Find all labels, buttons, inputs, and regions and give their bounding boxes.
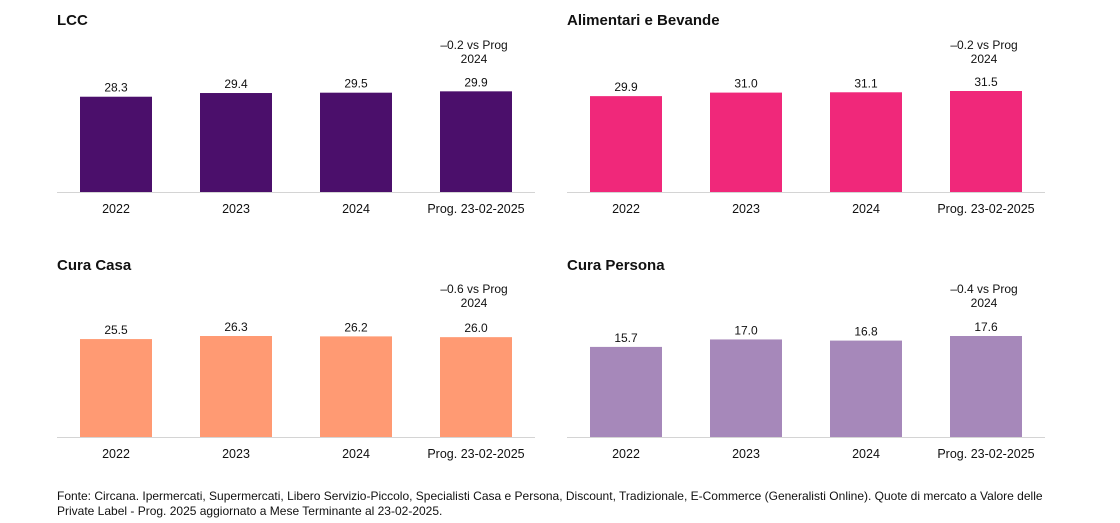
x-tick-label: Prog. 23-02-2025: [937, 202, 1034, 216]
annotation-line-1: –0.2 vs Prog: [440, 38, 508, 52]
bar: [200, 93, 272, 192]
bar: [440, 91, 512, 192]
data-label: 29.9: [464, 75, 488, 89]
data-label: 31.1: [854, 76, 878, 90]
annotation: –0.2 vs Prog 2024: [929, 38, 1039, 66]
chart-svg: 28.3 2022 29.4 2023 29.5 2024 29.9 Prog. 23-02-…: [57, 75, 535, 216]
bar: [80, 96, 152, 192]
x-tick-label: Prog. 23-02-2025: [937, 447, 1034, 461]
annotation-line-1: –0.6 vs Prog: [440, 282, 508, 296]
annotation: –0.4 vs Prog 2024: [929, 282, 1039, 310]
x-tick-label: 2022: [612, 447, 640, 461]
bar: [590, 96, 662, 192]
x-tick-label: 2024: [852, 447, 880, 461]
x-tick-label: 2022: [102, 447, 130, 461]
x-tick-label: 2024: [342, 202, 370, 216]
x-tick-label: 2022: [612, 202, 640, 216]
x-tick-label: 2024: [852, 202, 880, 216]
chart-title: LCC: [57, 12, 88, 29]
chart-panel-lcc: LCC 28.3 2022 29.4 2023 29.5 2024 29.9 Prog. 23…: [57, 12, 537, 237]
data-label: 26.2: [344, 320, 368, 334]
source-footnote: Fonte: Circana. Ipermercati, Supermercat…: [57, 489, 1043, 518]
chart-svg: 29.9 2022 31.0 2023 31.1 2024 31.5 Prog. 23-02-…: [567, 75, 1045, 216]
annotation-line-1: –0.2 vs Prog: [950, 38, 1018, 52]
data-label: 25.5: [104, 323, 128, 337]
annotation-line-2: 2024: [460, 296, 488, 310]
x-tick-label: Prog. 23-02-2025: [427, 202, 524, 216]
data-label: 29.5: [344, 77, 368, 91]
annotation-line-2: 2024: [460, 52, 488, 66]
data-label: 17.0: [734, 323, 758, 337]
data-label: 15.7: [614, 331, 638, 345]
x-tick-label: 2023: [222, 202, 250, 216]
bar: [440, 337, 512, 437]
data-label: 29.9: [614, 80, 638, 94]
bar: [320, 92, 392, 192]
chart-svg: 25.5 2022 26.3 2023 26.2 2024 26.0 Prog. 23-02-…: [57, 320, 535, 461]
data-label: 29.4: [224, 77, 248, 91]
bar: [950, 336, 1022, 437]
annotation-line-2: 2024: [970, 296, 998, 310]
bar: [710, 339, 782, 437]
annotation: –0.6 vs Prog 2024: [419, 282, 529, 310]
data-label: 16.8: [854, 325, 878, 339]
chart-title: Cura Persona: [567, 257, 665, 274]
x-tick-label: 2022: [102, 202, 130, 216]
data-label: 28.3: [104, 81, 128, 95]
bar: [590, 346, 662, 437]
x-tick-label: 2024: [342, 447, 370, 461]
chart-panel-alimentari-bevande: Alimentari e Bevande 29.9 2022 31.0 2023 31.…: [567, 12, 1047, 237]
bar: [830, 92, 902, 192]
annotation-line-2: 2024: [970, 52, 998, 66]
annotation-line-1: –0.4 vs Prog: [950, 282, 1018, 296]
annotation: –0.2 vs Prog 2024: [419, 38, 529, 66]
chart-title: Cura Casa: [57, 257, 132, 274]
x-tick-label: 2023: [732, 202, 760, 216]
data-label: 26.3: [224, 320, 248, 334]
data-label: 31.5: [974, 75, 998, 89]
x-tick-label: 2023: [222, 447, 250, 461]
bar: [830, 340, 902, 437]
x-tick-label: 2023: [732, 447, 760, 461]
bar: [710, 92, 782, 192]
data-label: 26.0: [464, 321, 488, 335]
chart-title: Alimentari e Bevande: [567, 12, 720, 29]
chart-panel-cura-persona: Cura Persona 15.7 2022 17.0 2023 16.8 2024 17.…: [567, 257, 1047, 482]
x-tick-label: Prog. 23-02-2025: [427, 447, 524, 461]
bar: [200, 336, 272, 437]
data-label: 31.0: [734, 77, 758, 91]
chart-panel-cura-casa: Cura Casa 25.5 2022 26.3 2023 26.2 2024 26.0 Pr…: [57, 257, 537, 482]
bar: [320, 336, 392, 437]
chart-svg: 15.7 2022 17.0 2023 16.8 2024 17.6 Prog. 23-02-…: [567, 320, 1045, 461]
data-label: 17.6: [974, 320, 998, 334]
bar: [80, 339, 152, 437]
bar: [950, 91, 1022, 192]
